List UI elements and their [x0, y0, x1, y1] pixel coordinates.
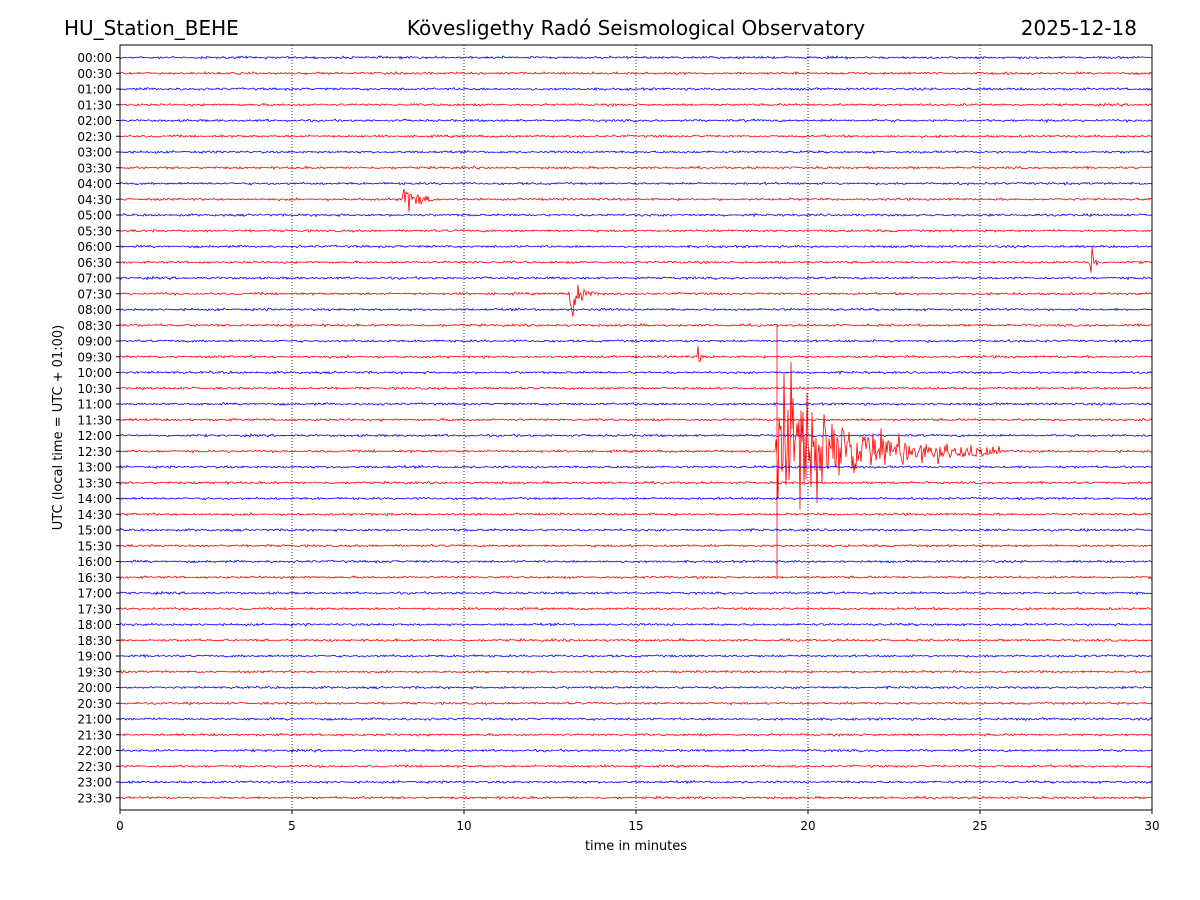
trace-13-00: [119, 464, 1153, 470]
y-tick-label: 04:30: [77, 193, 112, 207]
y-tick-label: 08:00: [77, 303, 112, 317]
y-tick-label: 13:30: [77, 476, 112, 490]
y-tick-label: 11:00: [77, 398, 112, 412]
y-tick-label: 20:00: [77, 681, 112, 695]
x-tick-label: 5: [288, 819, 296, 833]
y-tick-label: 10:30: [77, 382, 112, 396]
trace-22-00: [119, 748, 1153, 753]
y-tick-label: 02:30: [77, 130, 112, 144]
y-tick-label: 20:30: [77, 697, 112, 711]
y-tick-label: 13:00: [77, 461, 112, 475]
y-tick-label: 07:00: [77, 272, 112, 286]
y-tick-label: 19:00: [77, 650, 112, 664]
y-tick-label: 08:30: [77, 319, 112, 333]
y-tick-label: 23:00: [77, 776, 112, 790]
y-tick-label: 11:30: [77, 413, 112, 427]
y-tick-label: 05:00: [77, 209, 112, 223]
trace-11-00: [119, 402, 1153, 407]
y-tick-label: 23:30: [77, 791, 112, 805]
y-tick-label: 17:30: [77, 602, 112, 616]
y-axis-label: UTC (local time = UTC + 01:00): [51, 325, 66, 530]
trace-07-00: [119, 275, 1153, 281]
y-tick-label: 12:30: [77, 445, 112, 459]
y-tick-label: 18:30: [77, 634, 112, 648]
y-tick-label: 01:00: [77, 83, 112, 97]
trace-08-30: [119, 322, 1153, 328]
x-tick-label: 10: [456, 819, 471, 833]
x-tick-label: 20: [800, 819, 815, 833]
y-tick-label: 22:00: [77, 744, 112, 758]
y-tick-label: 16:30: [77, 571, 112, 585]
trace-03-00: [119, 149, 1153, 155]
trace-15-30: [119, 543, 1153, 548]
x-tick-label: 25: [972, 819, 987, 833]
y-tick-label: 14:30: [77, 508, 112, 522]
y-tick-label: 10:00: [77, 366, 112, 380]
y-tick-label: 06:30: [77, 256, 112, 270]
y-tick-label: 01:30: [77, 98, 112, 112]
y-tick-label: 17:00: [77, 587, 112, 601]
station-name: HU_Station_BEHE: [64, 16, 239, 40]
y-tick-label: 21:30: [77, 728, 112, 742]
y-tick-label: 04:00: [77, 177, 112, 191]
trace-09-00: [119, 338, 1153, 344]
x-tick-label: 0: [116, 819, 124, 833]
trace-06-30: [119, 247, 1152, 273]
y-tick-label: 15:00: [77, 524, 112, 538]
y-tick-label: 07:30: [77, 287, 112, 301]
y-tick-label: 03:30: [77, 161, 112, 175]
y-tick-label: 21:00: [77, 713, 112, 727]
observatory-title: Kövesligethy Radó Seismological Observat…: [406, 16, 866, 40]
trace-01-00: [119, 86, 1153, 92]
trace-03-30: [119, 165, 1153, 171]
x-axis: 0 5 10 15 20 25 30: [116, 810, 1160, 833]
y-tick-label: 15:30: [77, 539, 112, 553]
y-tick-label: 22:30: [77, 760, 112, 774]
y-tick-label: 00:30: [77, 67, 112, 81]
trace-17-00: [119, 590, 1153, 596]
y-tick-label: 03:00: [77, 146, 112, 160]
x-axis-label: time in minutes: [585, 839, 687, 854]
x-tick-label: 30: [1144, 819, 1159, 833]
y-tick-label: 06:00: [77, 240, 112, 254]
y-tick-label: 16:00: [77, 555, 112, 569]
y-tick-label: 14:00: [77, 492, 112, 506]
trace-21-00: [119, 716, 1153, 722]
trace-22-30: [119, 764, 1153, 769]
trace-19-00: [119, 653, 1153, 659]
y-tick-label: 18:00: [77, 618, 112, 632]
y-tick-label: 19:30: [77, 665, 112, 679]
y-tick-label: 02:00: [77, 114, 112, 128]
grid-lines: [291, 45, 981, 810]
y-tick-label: 09:00: [77, 335, 112, 349]
trace-15-00: [119, 527, 1153, 533]
y-tick-label: 09:30: [77, 350, 112, 364]
x-tick-label: 15: [628, 819, 643, 833]
y-tick-label: 12:00: [77, 429, 112, 443]
chart-date: 2025-12-18: [1020, 16, 1137, 40]
y-tick-label: 00:00: [77, 51, 112, 65]
y-tick-label: 05:30: [77, 224, 112, 238]
